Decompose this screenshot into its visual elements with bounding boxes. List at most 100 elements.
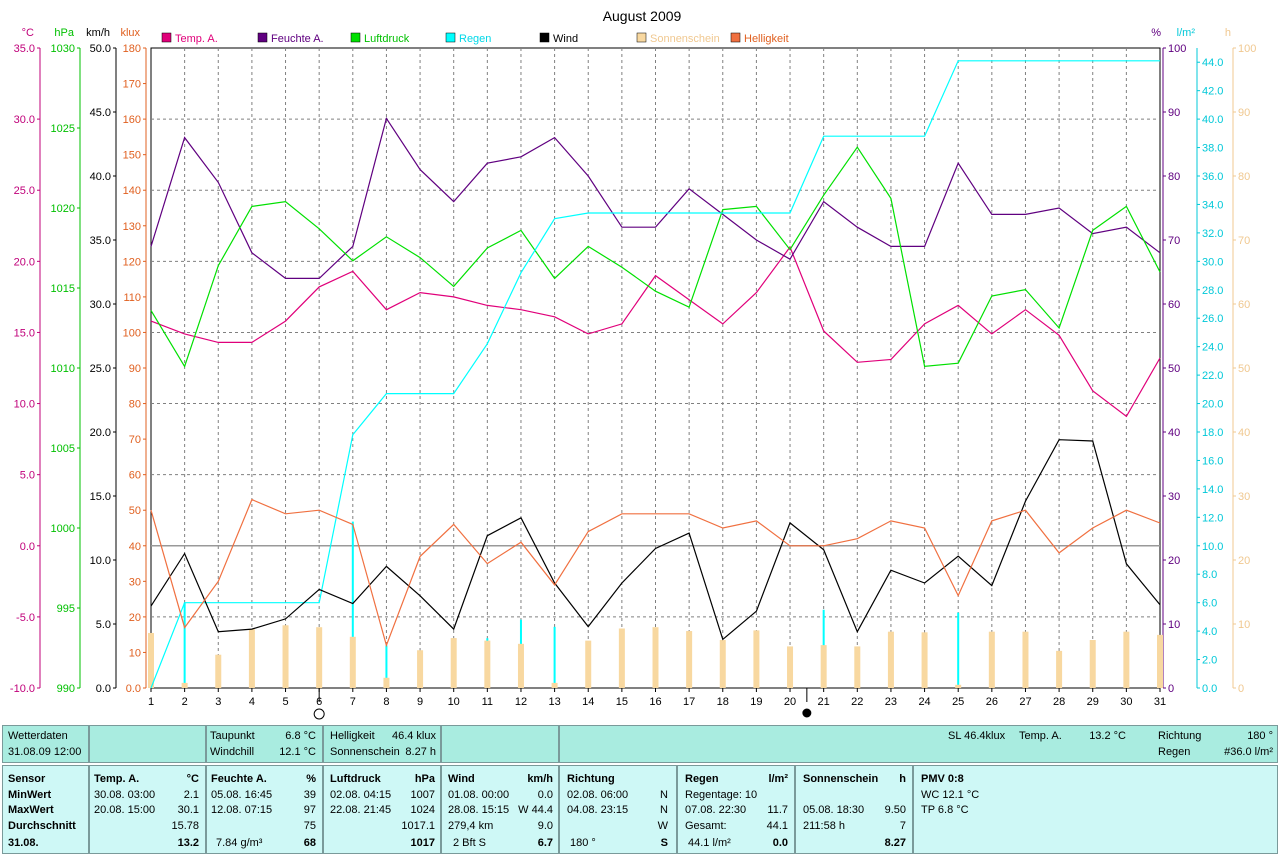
y-tick-label: 90 bbox=[1238, 107, 1250, 119]
x-tick-label: 24 bbox=[918, 696, 930, 708]
direction-column: Richtung 02.08. 06:00 N 04.08. 23:15 N W… bbox=[559, 765, 677, 854]
sunshine-bar bbox=[887, 631, 894, 688]
spacer-panel-2 bbox=[441, 725, 559, 763]
x-tick-label: 11 bbox=[482, 696, 493, 708]
y-tick-label: 20.0 bbox=[1202, 399, 1223, 411]
sunshine-bar bbox=[1157, 634, 1163, 688]
y-tick-label: 35.0 bbox=[14, 43, 35, 55]
chart-axes: 1234567891011121314151617181920212223242… bbox=[10, 27, 1256, 720]
y-tick-label: 90 bbox=[129, 363, 141, 375]
y-tick-label: 160 bbox=[123, 114, 141, 126]
pressure-current: 1017 bbox=[410, 837, 435, 849]
pressure-title: Luftdruck bbox=[330, 773, 381, 785]
weather-chart: 1234567891011121314151617181920212223242… bbox=[10, 8, 1256, 720]
humidity-title: Feuchte A. bbox=[211, 773, 267, 785]
humidity-unit: % bbox=[306, 773, 316, 785]
y-tick-label: 1000 bbox=[51, 523, 75, 535]
x-tick-label: 20 bbox=[784, 696, 796, 708]
y-tick-label: 140 bbox=[123, 185, 141, 197]
weather-data-datetime: 31.08.09 12:00 bbox=[8, 746, 82, 758]
x-tick-label: 1 bbox=[148, 696, 154, 708]
y-tick-label: 30.0 bbox=[1202, 256, 1223, 268]
y-tick-label: 10.0 bbox=[1202, 541, 1223, 553]
y-tick-label: 5.0 bbox=[20, 470, 35, 482]
dewpoint-panel: Taupunkt 6.8 °C Windchill 12.1 °C bbox=[206, 725, 323, 763]
y-tick-label: 120 bbox=[123, 256, 141, 268]
y-tick-label: 100 bbox=[1238, 43, 1256, 55]
y-tick-label: 38.0 bbox=[1202, 143, 1223, 155]
wind-current: 6.7 bbox=[537, 837, 553, 849]
x-tick-label: 26 bbox=[986, 696, 998, 708]
y-tick-label: 36.0 bbox=[1202, 171, 1223, 183]
y-tick-label: -10.0 bbox=[10, 683, 35, 695]
wind-unit: km/h bbox=[527, 773, 553, 785]
direction-current-degrees: 180 ° bbox=[570, 837, 596, 849]
y-axis-unit: klux bbox=[120, 27, 140, 39]
y-tick-label: 24.0 bbox=[1202, 342, 1223, 354]
wind-max-date: 28.08. 15:15 bbox=[448, 804, 510, 816]
y-tick-label: 110 bbox=[123, 292, 141, 304]
temp-current: 13.2 bbox=[177, 837, 199, 849]
legend-label: Wind bbox=[553, 33, 578, 45]
wind-min-date: 01.08. 00:00 bbox=[448, 789, 510, 801]
sunshine-bar bbox=[921, 632, 928, 688]
x-tick-label: 3 bbox=[215, 696, 221, 708]
direction-avg: W bbox=[657, 820, 668, 832]
legend-swatch bbox=[161, 32, 172, 43]
y-tick-label: 40 bbox=[1168, 427, 1180, 439]
sunshine-bar bbox=[248, 629, 255, 688]
y-tick-label: 44.0 bbox=[1202, 57, 1223, 69]
chart-legend: Temp. A. Feuchte A. Luftdruck Regen Wind Sonn… bbox=[161, 32, 789, 45]
y-tick-label: 1020 bbox=[51, 203, 75, 215]
y-tick-label: 40 bbox=[1238, 427, 1250, 439]
y-tick-label: 20.0 bbox=[14, 256, 35, 268]
sunshine-label: Sonnenschein bbox=[330, 746, 400, 758]
y-tick-label: 0.0 bbox=[20, 541, 35, 553]
temp-max-value: 30.1 bbox=[177, 804, 199, 816]
humidity-column: Feuchte A. % 05.08. 16:45 39 12.08. 07:1… bbox=[206, 765, 323, 854]
legend-swatch bbox=[730, 32, 741, 43]
wind-title: Wind bbox=[448, 773, 475, 785]
y-tick-label: 40.0 bbox=[1202, 114, 1223, 126]
pmv-dewpoint: TP 6.8 °C bbox=[921, 804, 969, 816]
series-line-feuchte-a bbox=[150, 116, 1161, 279]
y-tick-label: 70 bbox=[1168, 235, 1180, 247]
dewpoint-value: 6.8 °C bbox=[285, 730, 316, 742]
y-tick-label: 20 bbox=[129, 612, 141, 624]
y-tick-label: 30 bbox=[1238, 491, 1250, 503]
y-tick-label: 170 bbox=[123, 79, 141, 91]
sunshine-bar bbox=[349, 636, 356, 688]
y-tick-label: 12.0 bbox=[1202, 512, 1223, 524]
x-tick-label: 8 bbox=[383, 696, 389, 708]
avg-row-label: Durchschnitt bbox=[8, 820, 76, 832]
rain-days: Regentage: 10 bbox=[685, 789, 758, 801]
humidity-current: 68 bbox=[303, 837, 316, 849]
y-axis-unit: km/h bbox=[86, 27, 110, 39]
sunshine-bar bbox=[484, 640, 491, 688]
sunshine-bar bbox=[215, 654, 222, 688]
series-line-temp-a bbox=[150, 245, 1161, 418]
temp-min-value: 2.1 bbox=[183, 789, 199, 801]
x-tick-label: 13 bbox=[548, 696, 560, 708]
y-tick-label: 0.0 bbox=[96, 683, 111, 695]
humidity-absolute: 7.84 g/m³ bbox=[216, 837, 263, 849]
y-axis-unit: h bbox=[1225, 27, 1231, 39]
y-tick-label: -5.0 bbox=[16, 612, 35, 624]
chart-title: August 2009 bbox=[603, 8, 682, 24]
brightness-value: 46.4 klux bbox=[391, 730, 436, 742]
x-tick-label: 9 bbox=[417, 696, 423, 708]
y-tick-label: 26.0 bbox=[1202, 313, 1223, 325]
pmv-column: PMV 0:8 WC 12.1 °C TP 6.8 °C bbox=[913, 765, 1278, 854]
y-tick-label: 30 bbox=[129, 576, 141, 588]
y-tick-label: 70 bbox=[1238, 235, 1250, 247]
direction-value: 180 ° bbox=[1247, 730, 1273, 742]
humidity-max-date: 12.08. 07:15 bbox=[211, 804, 273, 816]
weather-data-label: Wetterdaten bbox=[8, 730, 68, 742]
sensor-header: Sensor bbox=[8, 773, 46, 785]
direction-label: Richtung bbox=[1158, 730, 1202, 742]
sunshine-bar bbox=[618, 628, 625, 688]
y-tick-label: 1005 bbox=[51, 443, 75, 455]
y-tick-label: 50 bbox=[1168, 363, 1180, 375]
sunshine-current: 8.27 bbox=[884, 837, 906, 849]
rain-bar bbox=[385, 645, 388, 688]
